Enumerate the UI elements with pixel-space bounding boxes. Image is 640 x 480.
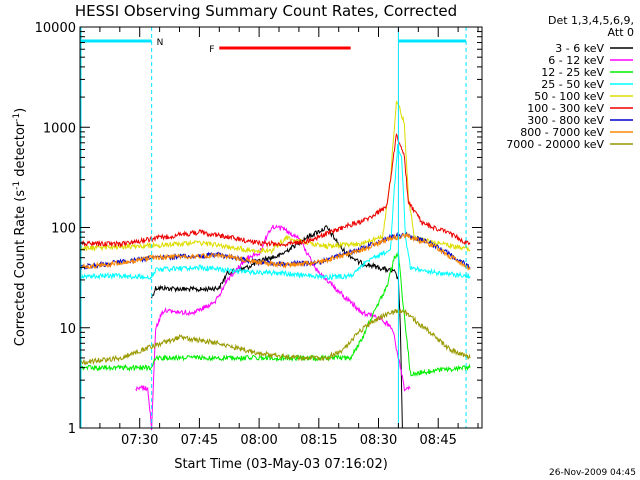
series-line-8 [79,308,471,366]
series-line-1 [135,224,411,431]
series-line-3 [79,144,471,281]
legend-entry-4: 50 - 100 keV [534,90,604,103]
y-axis-label: Corrected Count Rate (s-1 detector-1) [12,108,28,346]
legend-entry-2: 12 - 25 keV [541,66,604,79]
x-tick-label: 08:00 [240,433,277,448]
legend-entry-1: 6 - 12 keV [548,54,604,67]
legend-entry-5: 100 - 300 keV [527,102,604,115]
annotation-label-0: N [157,38,164,48]
legend-header: Det 1,3,4,5,6,9, [548,14,634,27]
y-label-end: ) [13,108,28,113]
series-line-7 [79,231,471,271]
series-line-2 [79,251,471,377]
series-line-4 [79,100,471,255]
annotation-label-1: F [209,45,214,55]
x-tick-label: 07:30 [121,433,158,448]
y-tick-label: 10 [59,322,76,337]
y-tick-label: 100 [51,222,76,237]
y-label-sup: -1 [12,181,22,190]
legend-entry-7: 800 - 7000 keV [520,126,604,139]
chart-title: HESSI Observing Summary Count Rates, Cor… [75,2,457,20]
series-line-0 [151,225,403,429]
legend-header: Att 0 [608,26,634,39]
y-tick-label: 1000 [43,121,76,136]
y-label-tail: detector [13,121,28,181]
y-tick-label: 10000 [35,21,76,36]
legend-entry-0: 3 - 6 keV [555,42,604,55]
y-tick-label: 1 [68,422,76,437]
series-lines [79,100,471,431]
y-label-main: Corrected Count Rate (s [13,190,28,347]
y-label-sup2: -1 [12,113,22,122]
legend-entry-6: 300 - 800 keV [527,114,604,127]
footer-date: 26-Nov-2009 04:45 [549,468,636,478]
x-tick-label: 08:30 [360,433,397,448]
series-line-5 [79,132,471,248]
x-tick-label: 08:45 [419,433,456,448]
axes: 1 10 100 1000 10000 07:30 07:45 08:00 08:15 08:30… [35,21,482,448]
legend-entry-3: 25 - 50 keV [541,78,604,91]
legend-entry-8: 7000 - 20000 keV [506,138,604,151]
x-tick-label: 08:15 [300,433,337,448]
x-tick-label: 07:45 [181,433,218,448]
x-axis-label: Start Time (03-May-03 07:16:02) [174,457,388,472]
